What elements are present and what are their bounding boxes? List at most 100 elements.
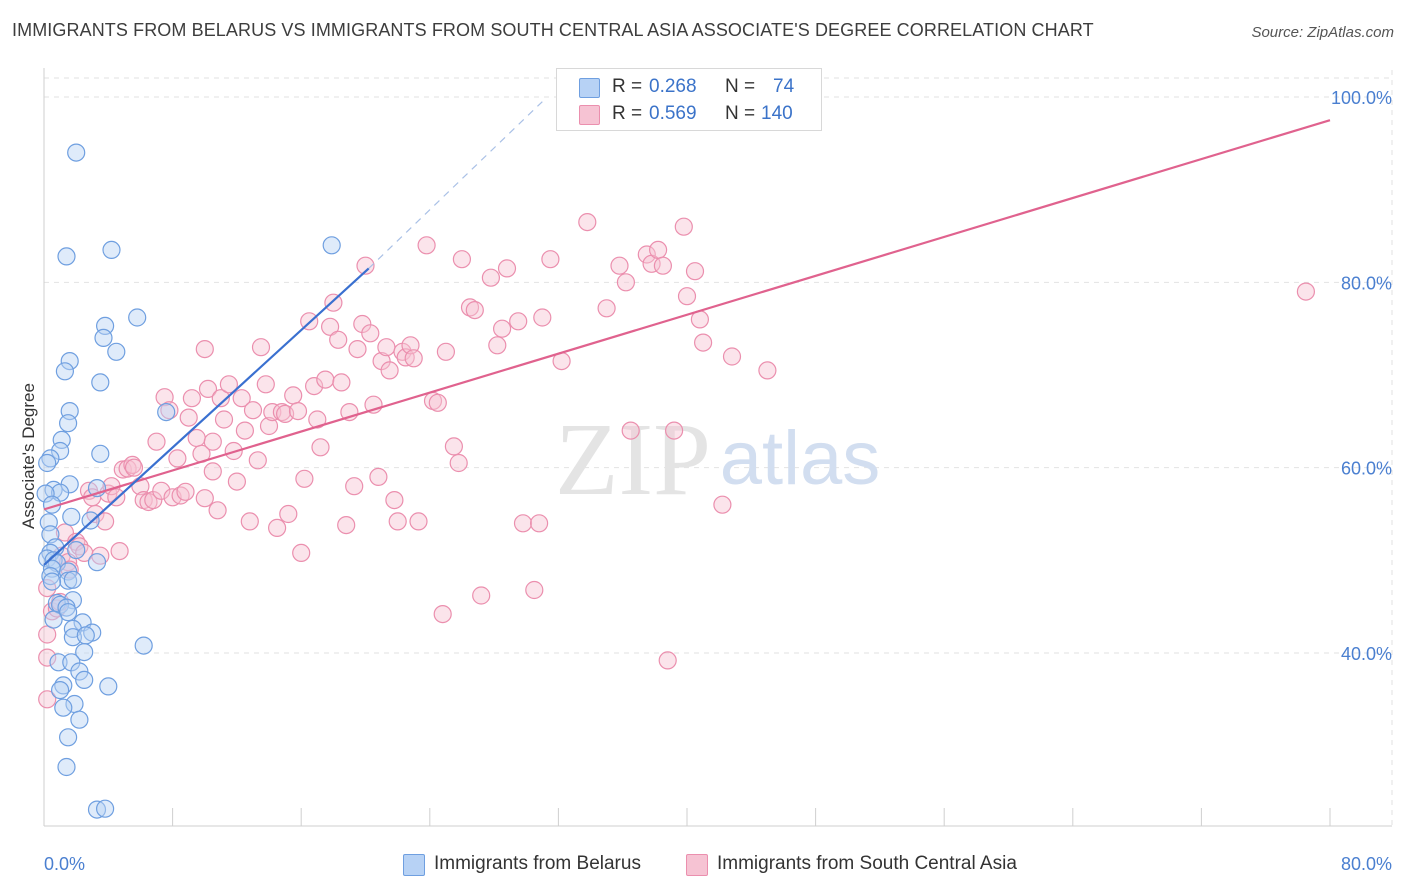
- legend-n-label: N =: [725, 103, 756, 124]
- trend-line-belarus: [43, 267, 370, 566]
- data-point-belarus: [36, 484, 55, 503]
- correlation-legend: R = 0.268 N = 74 R = 0.569 N = 140: [556, 68, 822, 131]
- data-point-sca: [541, 250, 560, 269]
- watermark-zip: ZIP: [555, 402, 711, 517]
- data-point-sca: [232, 389, 251, 408]
- data-point-sca: [1296, 282, 1316, 301]
- data-point-sca: [292, 543, 311, 563]
- legend-n-value: 74: [773, 76, 795, 97]
- data-point-sca: [380, 361, 399, 380]
- data-point-sca: [195, 340, 214, 359]
- data-point-sca: [385, 491, 404, 510]
- legend-swatch-sca: [579, 105, 600, 125]
- axes: [43, 68, 1392, 827]
- data-point-sca: [211, 389, 230, 408]
- data-point-sca: [452, 250, 471, 269]
- y-tick-label: 60.0%: [1341, 459, 1392, 479]
- data-point-sca: [597, 299, 616, 318]
- data-point-sca: [677, 287, 697, 306]
- data-point-sca: [388, 512, 407, 531]
- data-point-belarus: [91, 444, 110, 463]
- data-point-sca: [377, 338, 396, 357]
- data-point-sca: [332, 373, 351, 392]
- data-point-belarus: [57, 757, 76, 777]
- data-point-belarus: [50, 680, 70, 700]
- data-point-sca: [272, 403, 291, 422]
- data-point-sca: [316, 370, 335, 389]
- data-point-belarus: [58, 414, 78, 433]
- data-point-belarus: [75, 642, 94, 662]
- data-point-sca: [664, 421, 684, 440]
- data-point-belarus: [63, 570, 83, 589]
- x-tick-label: 80.0%: [1341, 854, 1392, 874]
- data-point-belarus: [67, 540, 86, 560]
- data-point-sca: [578, 213, 597, 232]
- data-point-sca: [329, 330, 348, 349]
- data-point-belarus: [60, 352, 79, 371]
- data-point-sca: [758, 361, 777, 380]
- data-point-sca: [465, 301, 484, 320]
- data-point-sca: [324, 293, 343, 312]
- data-point-sca: [321, 317, 340, 336]
- data-point-sca: [616, 273, 636, 292]
- data-point-sca: [653, 256, 673, 275]
- data-point-sca: [444, 437, 463, 456]
- data-point-sca: [533, 308, 552, 327]
- data-point-sca: [428, 393, 447, 412]
- data-point-belarus: [54, 698, 73, 717]
- data-point-belarus: [322, 236, 341, 255]
- data-point-belarus: [75, 670, 94, 690]
- data-point-sca: [409, 512, 428, 531]
- watermark-atlas: atlas: [720, 416, 881, 501]
- series-south-central-asia: [38, 213, 1316, 709]
- data-point-belarus: [107, 342, 126, 361]
- data-point-sca: [38, 690, 57, 709]
- data-point-sca: [348, 340, 367, 359]
- data-point-sca: [198, 379, 218, 398]
- data-point-sca: [176, 482, 195, 501]
- data-point-sca: [693, 333, 713, 352]
- y-axis-label: Associate's Degree: [19, 383, 38, 529]
- legend-r-label: R =: [612, 76, 643, 97]
- data-point-belarus: [128, 308, 147, 327]
- data-point-sca: [268, 518, 287, 538]
- data-point-sca: [488, 336, 507, 355]
- data-point-belarus: [99, 677, 118, 696]
- data-point-sca: [284, 386, 303, 405]
- data-point-belarus: [44, 610, 63, 629]
- y-tick-label: 100.0%: [1331, 88, 1392, 108]
- data-point-belarus: [62, 507, 81, 526]
- chart-title: IMMIGRANTS FROM BELARUS VS IMMIGRANTS FR…: [12, 20, 1094, 40]
- data-point-sca: [95, 512, 115, 531]
- data-point-sca: [295, 469, 314, 488]
- data-point-sca: [256, 375, 275, 394]
- data-point-sca: [433, 604, 452, 624]
- legend-n-label: N =: [725, 76, 756, 97]
- data-point-sca: [648, 240, 668, 259]
- legend-label-belarus: Immigrants from Belarus: [434, 853, 641, 874]
- data-point-sca: [110, 541, 129, 561]
- data-point-sca: [235, 421, 254, 440]
- data-point-belarus: [94, 328, 113, 347]
- data-point-sca: [674, 217, 693, 236]
- data-point-sca: [417, 236, 436, 255]
- data-point-sca: [497, 259, 517, 278]
- data-point-sca: [227, 472, 246, 491]
- data-point-sca: [311, 438, 330, 457]
- data-point-sca: [685, 262, 705, 281]
- data-point-belarus: [38, 453, 57, 473]
- data-point-sca: [168, 449, 187, 468]
- data-point-sca: [124, 458, 144, 477]
- legend-swatch-belarus: [403, 854, 425, 876]
- trend-line-sca: [43, 119, 1331, 511]
- data-point-sca: [658, 651, 677, 670]
- data-point-sca: [404, 349, 423, 368]
- data-point-sca: [337, 515, 356, 535]
- data-point-belarus: [70, 662, 89, 681]
- legend-label-sca: Immigrants from South Central Asia: [717, 853, 1017, 874]
- data-point-sca: [449, 453, 468, 473]
- data-point-sca: [195, 489, 214, 508]
- data-point-sca: [525, 580, 544, 600]
- trend-lines: [43, 101, 1331, 566]
- data-point-belarus: [67, 143, 86, 162]
